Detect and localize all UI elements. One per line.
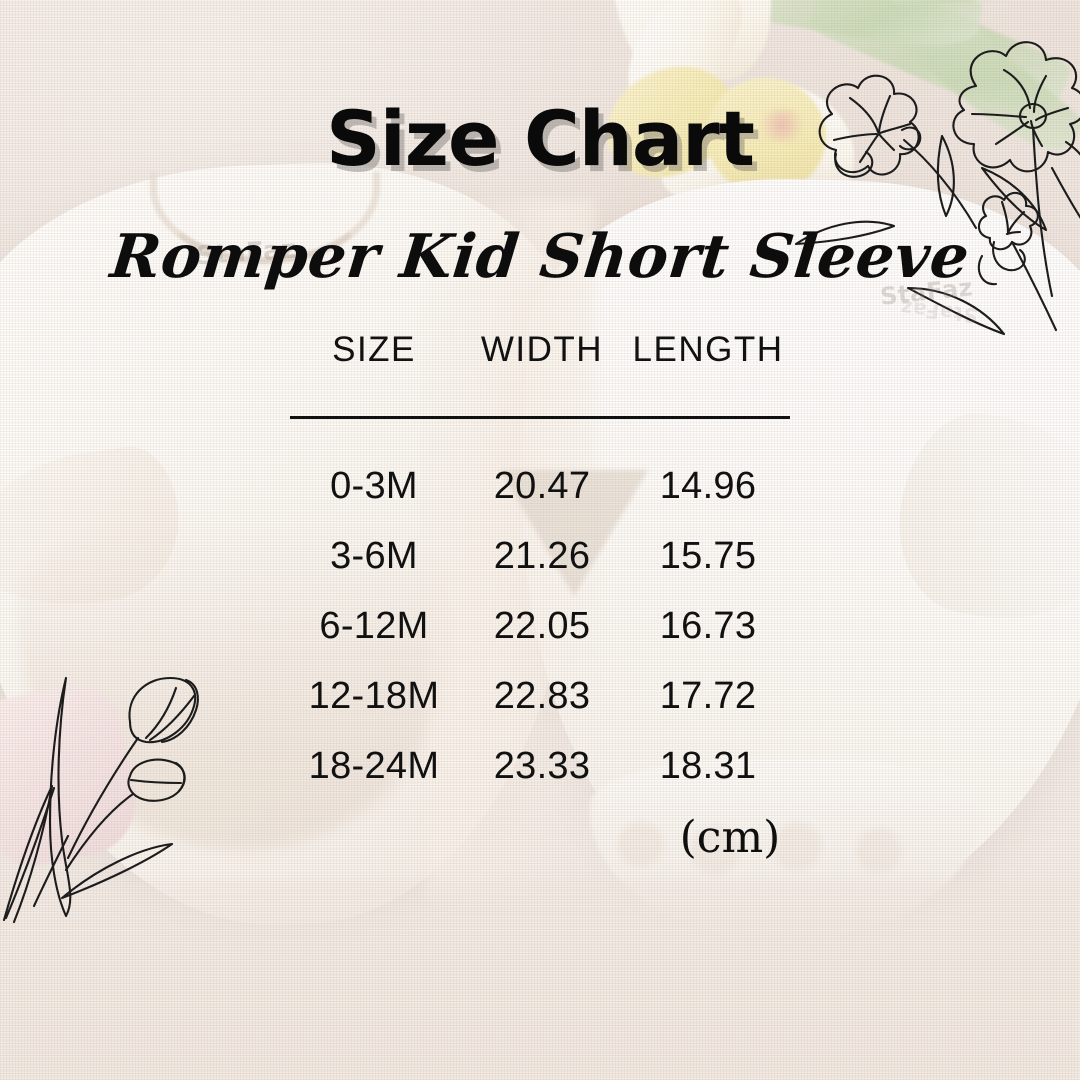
cell-width: 22.05: [493, 605, 591, 647]
cell-size: 12-18M: [308, 675, 440, 717]
cell-size: 18-24M: [308, 745, 440, 787]
cell-length: 14.96: [659, 465, 757, 507]
cell-width: 23.33: [493, 745, 591, 787]
cell-width: 20.47: [493, 465, 591, 507]
cell-width: 21.26: [493, 535, 591, 577]
column-header-width: WIDTH: [480, 330, 604, 369]
fabric-fold-wedge: [500, 470, 648, 596]
cell-length: 15.75: [659, 535, 757, 577]
photo-flowers-top: [560, 0, 1080, 221]
cell-width: 22.83: [493, 675, 591, 717]
column-header-size: SIZE: [332, 330, 416, 369]
linen-floor: [0, 880, 1080, 1080]
table-row: 0-3M 20.47 14.96: [286, 465, 794, 535]
table-row: 12-18M 22.83 17.72: [286, 675, 794, 745]
unit-label: (cm): [679, 812, 781, 863]
cell-length: 17.72: [659, 675, 757, 717]
page-title: Size Chart: [325, 94, 755, 183]
table-body: 0-3M 20.47 14.96 3-6M 21.26 15.75 6-12M …: [286, 465, 794, 815]
header-divider-rule: [290, 416, 790, 419]
cell-size: 0-3M: [330, 465, 418, 507]
table-header-row: SIZE WIDTH LENGTH: [286, 330, 794, 392]
size-table: SIZE WIDTH LENGTH 0-3M 20.47 14.96 3-6M …: [286, 330, 794, 815]
table-row: 3-6M 21.26 15.75: [286, 535, 794, 605]
product-subtitle: Romper Kid Short Sleeve: [107, 222, 973, 292]
column-header-length: LENGTH: [632, 330, 784, 369]
table-row: 18-24M 23.33 18.31: [286, 745, 794, 815]
cell-size: 6-12M: [319, 605, 429, 647]
cell-length: 16.73: [659, 605, 757, 647]
table-row: 6-12M 22.05 16.73: [286, 605, 794, 675]
cell-size: 3-6M: [330, 535, 418, 577]
cell-length: 18.31: [659, 745, 757, 787]
